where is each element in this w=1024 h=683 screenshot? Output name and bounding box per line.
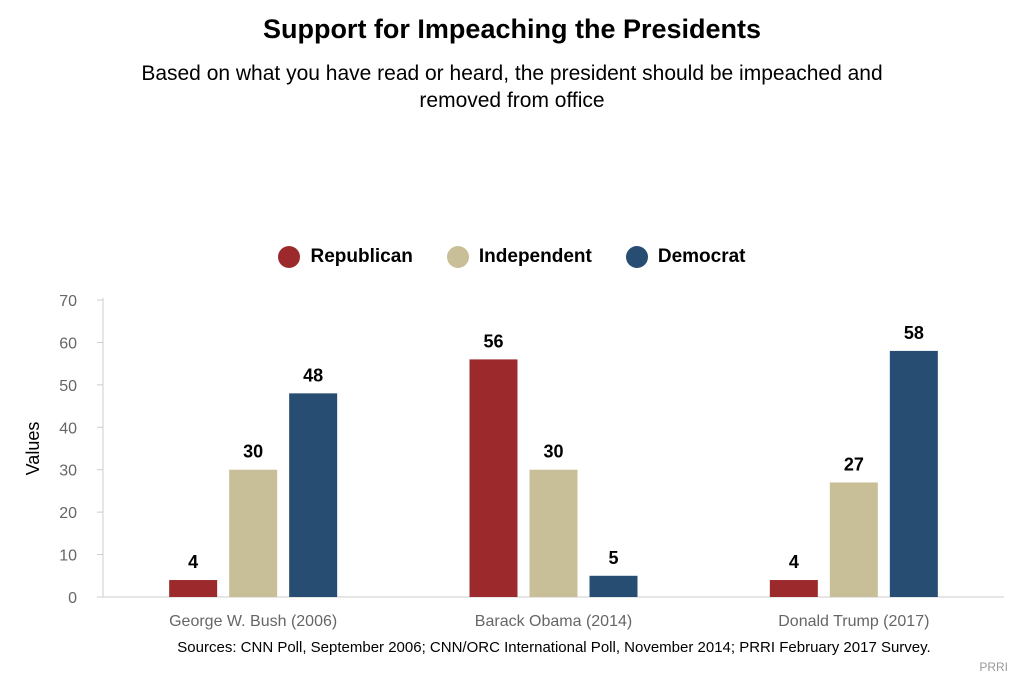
y-tick-label: 60 — [59, 335, 77, 352]
legend-label-republican: Republican — [310, 246, 413, 267]
chart-title: Support for Impeaching the Presidents — [262, 14, 762, 44]
y-tick-label: 50 — [59, 378, 77, 395]
sources-note: Sources: CNN Poll, September 2006; CNN/O… — [177, 639, 931, 656]
legend-swatch-republican — [278, 246, 301, 268]
data-label: 27 — [844, 454, 864, 474]
y-tick-label: 10 — [59, 548, 77, 565]
data-label: 30 — [243, 442, 263, 462]
legend: Republican Independent Democrat — [0, 246, 1024, 268]
legend-swatch-democrat — [625, 246, 648, 268]
bar — [169, 580, 218, 597]
bar — [889, 350, 938, 597]
x-tick-label: Donald Trump (2017) — [778, 613, 929, 630]
y-tick-label: 40 — [59, 420, 77, 437]
bar — [229, 469, 278, 597]
data-label: 58 — [904, 323, 924, 343]
x-tick-label: Barack Obama (2014) — [475, 613, 632, 630]
y-axis-title: Values — [23, 422, 43, 476]
bar — [289, 393, 338, 597]
y-tick-label: 30 — [59, 463, 77, 480]
legend-item-republican: Republican — [278, 246, 413, 268]
data-label: 30 — [543, 442, 563, 462]
legend-item-democrat: Democrat — [625, 246, 746, 268]
legend-label-independent: Independent — [478, 246, 592, 267]
data-label: 48 — [303, 365, 323, 385]
y-tick-label: 20 — [59, 505, 77, 522]
bar — [469, 359, 518, 597]
credit-label: PRRI — [979, 660, 1008, 674]
x-tick-label: George W. Bush (2006) — [169, 613, 337, 630]
data-label: 56 — [483, 331, 503, 351]
data-label: 5 — [608, 548, 618, 568]
bar — [769, 580, 818, 597]
chart-subtitle: Based on what you have read or heard, th… — [141, 62, 883, 112]
legend-swatch-independent — [446, 246, 469, 268]
bar — [829, 482, 878, 597]
legend-label-democrat: Democrat — [657, 246, 746, 267]
legend-item-independent: Independent — [446, 246, 592, 268]
data-label: 4 — [188, 552, 198, 572]
data-label: 4 — [789, 552, 799, 572]
y-tick-label: 0 — [68, 590, 77, 607]
bar — [589, 575, 638, 597]
bar — [529, 469, 578, 597]
y-tick-label: 70 — [59, 293, 77, 310]
